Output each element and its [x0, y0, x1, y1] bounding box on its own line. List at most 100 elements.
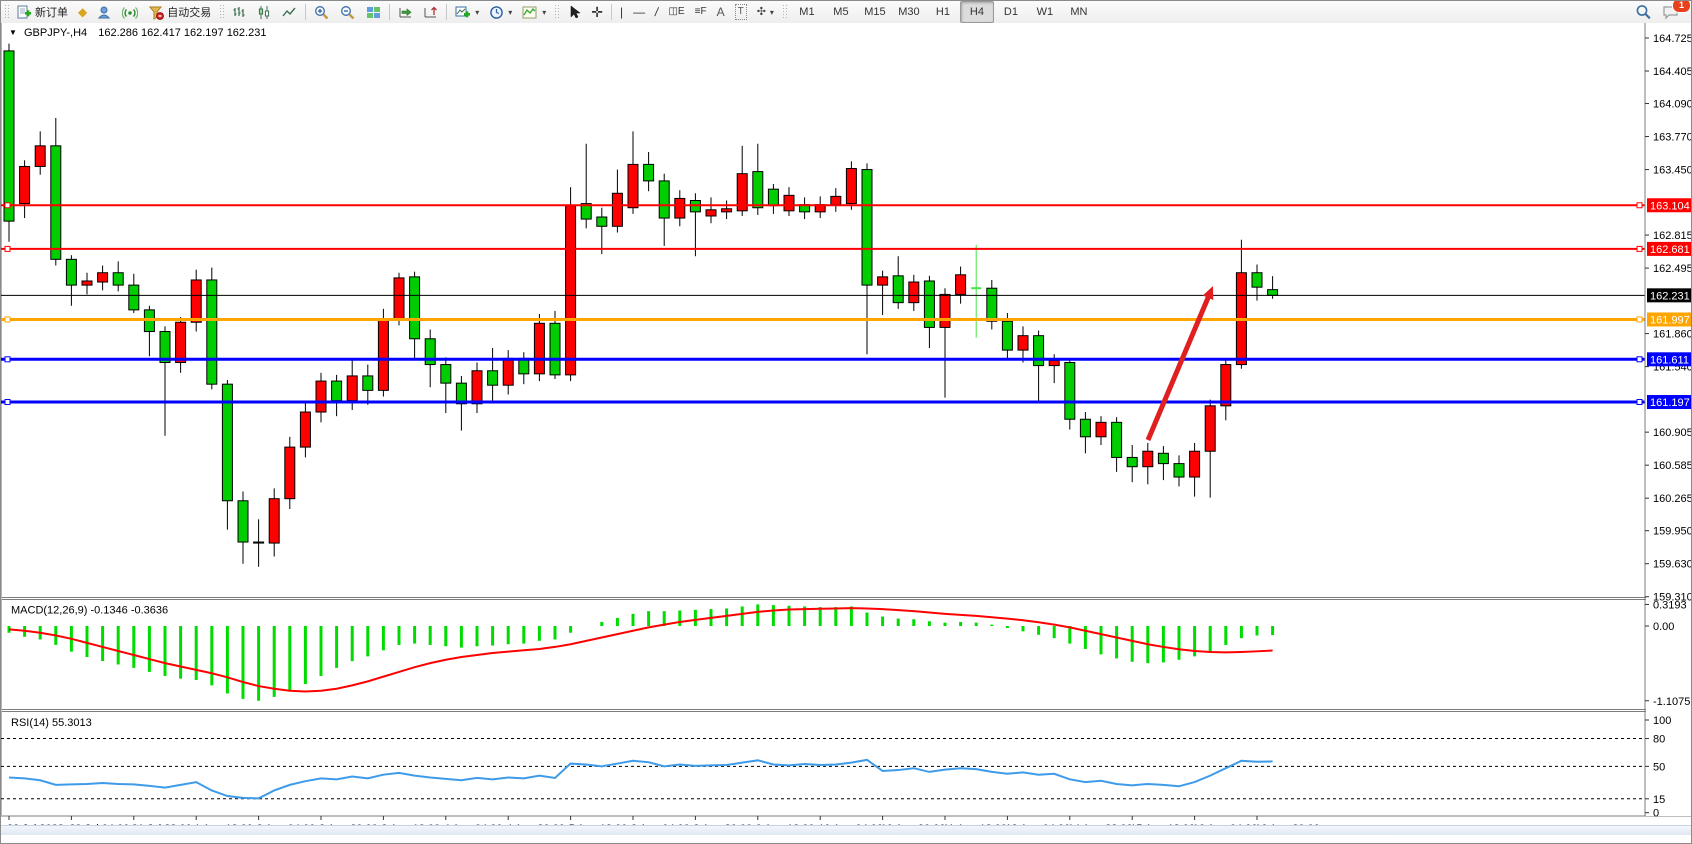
text-tool[interactable]: A [712, 1, 730, 23]
cursor-button[interactable] [562, 1, 586, 23]
signals-button[interactable] [117, 1, 143, 23]
zoom-in-button[interactable] [309, 1, 335, 23]
hline-anchor[interactable] [4, 202, 11, 209]
svg-text:164.090: 164.090 [1653, 99, 1692, 111]
timeframe-h4[interactable]: H4 [959, 1, 994, 23]
zoom-out-icon [341, 5, 355, 19]
macd-signal-line [8, 607, 1273, 693]
arrows-icon: ✣ [756, 6, 766, 18]
crosshair-icon: ✛ [591, 4, 604, 20]
new-order-label: 新订单 [35, 7, 68, 19]
svg-text:160.265: 160.265 [1653, 493, 1692, 505]
svg-text:100: 100 [1653, 715, 1671, 727]
clock-icon [490, 5, 504, 19]
community-icon [98, 6, 111, 18]
indicators-icon [522, 6, 537, 18]
vertical-line-icon: | [620, 5, 624, 19]
chevron-down-icon[interactable]: ▼ [9, 28, 17, 37]
notifications-button[interactable]: 1 [1657, 1, 1691, 23]
trendline-tool[interactable]: / [650, 1, 663, 23]
arrows-tool[interactable]: ✣ ▾ [752, 1, 779, 23]
timeframe-mn[interactable]: MN [1070, 6, 1088, 18]
horizontal-line-tool[interactable]: — [628, 1, 650, 23]
svg-text:163.770: 163.770 [1653, 132, 1692, 144]
timeframe-m5[interactable]: M5 [833, 6, 849, 18]
cursor-icon [571, 4, 582, 18]
svg-text:161.860: 161.860 [1653, 329, 1692, 341]
rsi-pane: 100 80 50 15 0 RSI(14) 55.3013 [1, 715, 1671, 820]
trend-arrow-annotation[interactable] [1145, 286, 1214, 441]
toolbar-grip[interactable] [781, 4, 787, 20]
support-resistance-lines[interactable] [1, 202, 1645, 406]
tile-windows-icon [367, 6, 381, 18]
macd-label: MACD(12,26,9) -0.1346 -0.3636 [11, 605, 168, 617]
zoom-out-button[interactable] [335, 1, 361, 23]
svg-text:161.997: 161.997 [1650, 314, 1690, 326]
price-axis[interactable]: 164.725 164.405 164.090 163.770 163.450 162.8… [1644, 23, 1692, 816]
metaeditor-icon: ◆ [78, 5, 88, 19]
crosshair-button[interactable]: ✛ [586, 1, 608, 23]
candlestick-chart-button[interactable] [252, 1, 277, 23]
trendline-icon: / [653, 5, 660, 19]
toolbar-grip[interactable] [554, 4, 560, 20]
auto-scroll-button[interactable] [393, 1, 418, 23]
auto-scroll-icon [399, 7, 412, 17]
toolbar-grip[interactable] [4, 4, 9, 20]
rsi-line [8, 758, 1273, 800]
periods-button[interactable]: ▾ [484, 1, 517, 23]
hline-anchor[interactable] [4, 399, 11, 406]
bar-chart-button[interactable] [227, 1, 252, 23]
timeframe-m30[interactable]: M30 [898, 6, 920, 18]
vertical-line-tool[interactable]: | [615, 1, 628, 23]
new-order-button[interactable]: 新订单 [12, 1, 73, 23]
timeframe-w1[interactable]: W1 [1036, 6, 1054, 18]
dropdown-caret: ▾ [542, 7, 547, 17]
timeframe-d1[interactable]: D1 [1003, 6, 1018, 18]
autotrading-button[interactable]: 自动交易 [143, 1, 216, 23]
toolbar: 新订单 ◆ 自动交易 [1, 1, 1691, 24]
svg-text:161.611: 161.611 [1650, 354, 1689, 366]
toolbar-grip[interactable] [219, 4, 225, 20]
line-chart-button[interactable] [277, 1, 302, 23]
timeframe-m15[interactable]: M15 [864, 6, 886, 18]
indicators-button[interactable]: ▾ [517, 1, 551, 23]
chart-symbol-line[interactable]: ▼ GBPJPY-,H4 162.286 162.417 162.197 162… [9, 27, 266, 39]
hline-anchor[interactable] [4, 356, 11, 363]
chart-area[interactable]: ▼ GBPJPY-,H4 162.286 162.417 162.197 162… [1, 23, 1692, 835]
bar-chart-icon [233, 6, 245, 17]
horizontal-scrollbar[interactable] [1, 825, 1691, 835]
autotrading-icon [149, 6, 165, 20]
svg-text:163.450: 163.450 [1653, 165, 1692, 177]
svg-text:159.630: 159.630 [1653, 559, 1692, 571]
metaeditor-button[interactable]: ◆ [73, 1, 92, 23]
svg-text:162.495: 162.495 [1653, 263, 1692, 275]
timeframe-m1[interactable]: M1 [799, 6, 815, 18]
svg-text:162.681: 162.681 [1650, 244, 1690, 256]
tile-windows-button[interactable] [361, 1, 386, 23]
dropdown-caret: ▾ [508, 7, 513, 17]
channel-icon: ◫E [668, 6, 685, 17]
notification-badge: 1 [1672, 1, 1691, 13]
fibonacci-tool[interactable]: ≡F [690, 1, 712, 23]
price-chart-svg: 164.725 164.405 164.090 163.770 163.450 162.8… [1, 23, 1692, 835]
equidistant-channel-tool[interactable]: ◫E [663, 1, 689, 23]
chart-shift-button[interactable] [418, 1, 443, 23]
new-chart-button[interactable]: ▾ [450, 1, 484, 23]
dropdown-caret: ▾ [475, 7, 480, 17]
svg-text:159.310: 159.310 [1653, 592, 1692, 604]
chart-ohlc-readout: 162.286 162.417 162.197 162.231 [98, 27, 267, 39]
hline-anchor[interactable] [4, 245, 11, 252]
search-icon [1636, 5, 1651, 20]
dropdown-caret: ▾ [769, 7, 774, 17]
svg-text:162.815: 162.815 [1653, 230, 1692, 242]
timeframe-h1[interactable]: H1 [935, 6, 950, 18]
svg-text:0: 0 [1653, 808, 1659, 820]
text-label-tool[interactable]: T [730, 1, 752, 23]
community-button[interactable] [92, 1, 117, 23]
line-chart-icon [282, 7, 296, 16]
hline-anchor[interactable] [4, 316, 11, 323]
macd-pane: 0.3193 0.00 -1.1075 MACD(12,26,9) -0.1346 -… [7, 599, 1690, 708]
svg-text:0.3193: 0.3193 [1653, 599, 1687, 611]
search-button[interactable] [1630, 1, 1657, 23]
